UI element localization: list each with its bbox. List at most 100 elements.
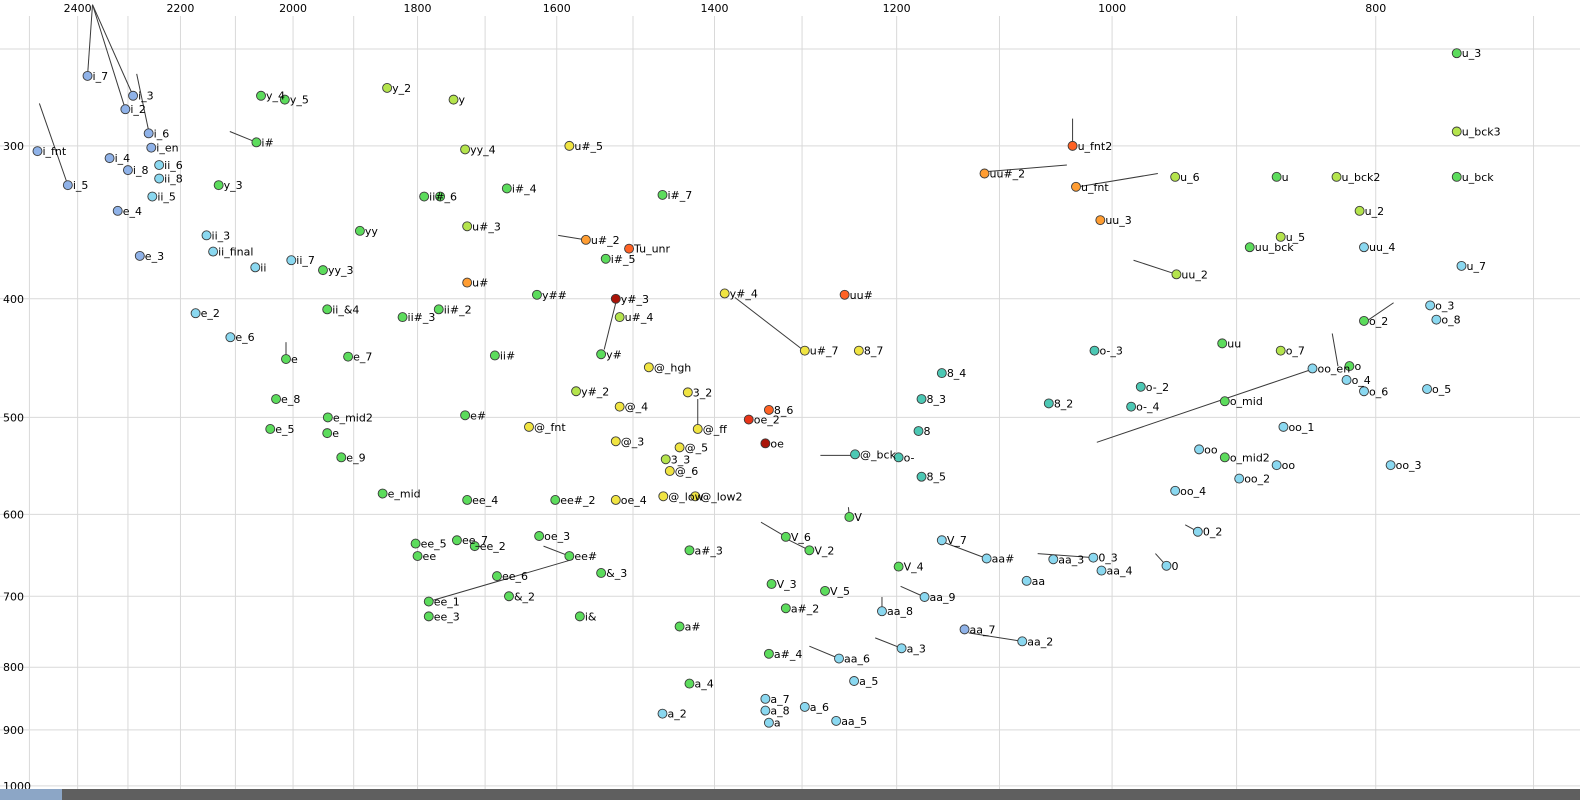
point-label: u_3 <box>1462 47 1481 60</box>
point-label: y## <box>542 289 567 302</box>
point-label: 0_2 <box>1203 526 1223 539</box>
data-point <box>279 94 290 105</box>
point-label: &_2 <box>514 590 535 603</box>
point-label: ii_7 <box>296 254 315 267</box>
point-label: 8_6 <box>774 404 794 417</box>
data-point <box>1275 345 1286 356</box>
x-tick-label: 1400 <box>701 2 729 15</box>
data-point <box>853 345 864 356</box>
point-label: @_low <box>668 490 703 503</box>
point-label: i_en <box>156 142 178 155</box>
point-label: i_8 <box>133 164 149 177</box>
data-point <box>382 82 393 93</box>
point-label: y_4 <box>266 90 285 103</box>
point-label: o_mid2 <box>1230 451 1270 464</box>
point-label: y#_3 <box>621 293 649 306</box>
data-point <box>343 351 354 362</box>
data-point <box>1017 636 1028 647</box>
point-label: yy_3 <box>328 264 354 277</box>
point-label: ii_5 <box>157 191 176 204</box>
point-label: 8_7 <box>864 345 884 358</box>
data-point <box>1170 485 1181 496</box>
x-tick-label: 1000 <box>1098 2 1126 15</box>
data-point <box>1385 460 1396 471</box>
data-point <box>896 643 907 654</box>
point-label: 0_3 <box>1098 552 1118 565</box>
point-label: o-_4 <box>1136 401 1159 414</box>
point-label: oo_1 <box>1288 421 1314 434</box>
connector-line <box>136 73 150 134</box>
data-point <box>684 545 695 556</box>
data-point <box>657 708 668 719</box>
point-label: u_bck <box>1462 171 1495 184</box>
data-point <box>564 140 575 151</box>
connector-line <box>92 4 134 96</box>
data-point <box>250 262 261 273</box>
point-label: oe_2 <box>754 414 780 427</box>
data-point <box>664 466 675 476</box>
data-point <box>1194 444 1205 455</box>
point-label: aa_5 <box>841 715 867 728</box>
point-label: o_6 <box>1369 385 1388 398</box>
point-label: @_fnt <box>534 421 566 434</box>
point-label: ee# <box>574 550 597 563</box>
data-point <box>1171 269 1182 280</box>
data-point <box>936 368 947 379</box>
data-point <box>610 293 621 304</box>
point-label: V_7 <box>947 534 967 547</box>
data-point <box>657 189 668 200</box>
point-label: e_7 <box>353 351 372 364</box>
data-point <box>600 253 611 264</box>
data-point <box>624 243 635 254</box>
point-label: i#_5 <box>611 253 636 266</box>
point-label: ii_3 <box>212 229 231 242</box>
data-point <box>574 611 585 622</box>
point-label: oe <box>770 437 784 450</box>
point-label: y_3 <box>224 179 243 192</box>
data-point <box>532 289 542 300</box>
data-point <box>524 421 534 432</box>
data-point <box>1219 452 1230 463</box>
point-label: e_4 <box>123 205 142 218</box>
data-point <box>1244 242 1255 253</box>
point-label: ii_&4 <box>332 303 359 316</box>
data-point <box>1217 338 1228 349</box>
data-point <box>448 94 459 105</box>
data-point <box>1451 48 1462 59</box>
connector-line <box>87 4 94 76</box>
data-point <box>692 424 703 434</box>
data-point <box>780 603 791 614</box>
data-point <box>271 394 282 404</box>
point-label: y#_4 <box>730 287 758 300</box>
data-point <box>492 571 502 582</box>
connector-line <box>92 4 126 110</box>
point-label: 3_3 <box>671 453 691 466</box>
connector-line <box>38 103 69 186</box>
data-point <box>410 538 421 549</box>
data-point <box>469 541 480 552</box>
point-label: a#_2 <box>791 602 819 615</box>
point-label: V_5 <box>830 585 850 598</box>
point-label: e_mid <box>388 488 421 501</box>
data-point <box>760 438 771 449</box>
point-label: u#_5 <box>574 140 603 153</box>
data-point <box>643 362 654 373</box>
point-label: e_2 <box>201 307 220 320</box>
point-label: u_fnt2 <box>1078 140 1113 153</box>
point-label: i_2 <box>130 103 146 116</box>
data-point <box>82 70 93 81</box>
point-label: @_bck <box>860 448 897 461</box>
data-point <box>460 410 471 421</box>
data-point <box>877 606 887 617</box>
point-label: oe_4 <box>621 494 647 507</box>
point-label: oo_4 <box>1180 485 1206 498</box>
point-label: ii#_6 <box>429 191 457 204</box>
data-point <box>1307 363 1318 374</box>
data-point <box>913 426 924 436</box>
connector-line <box>428 558 574 603</box>
data-point <box>763 404 774 415</box>
data-point <box>1341 375 1352 385</box>
data-point <box>1425 300 1436 311</box>
data-point <box>1219 396 1230 407</box>
data-point <box>834 653 844 664</box>
